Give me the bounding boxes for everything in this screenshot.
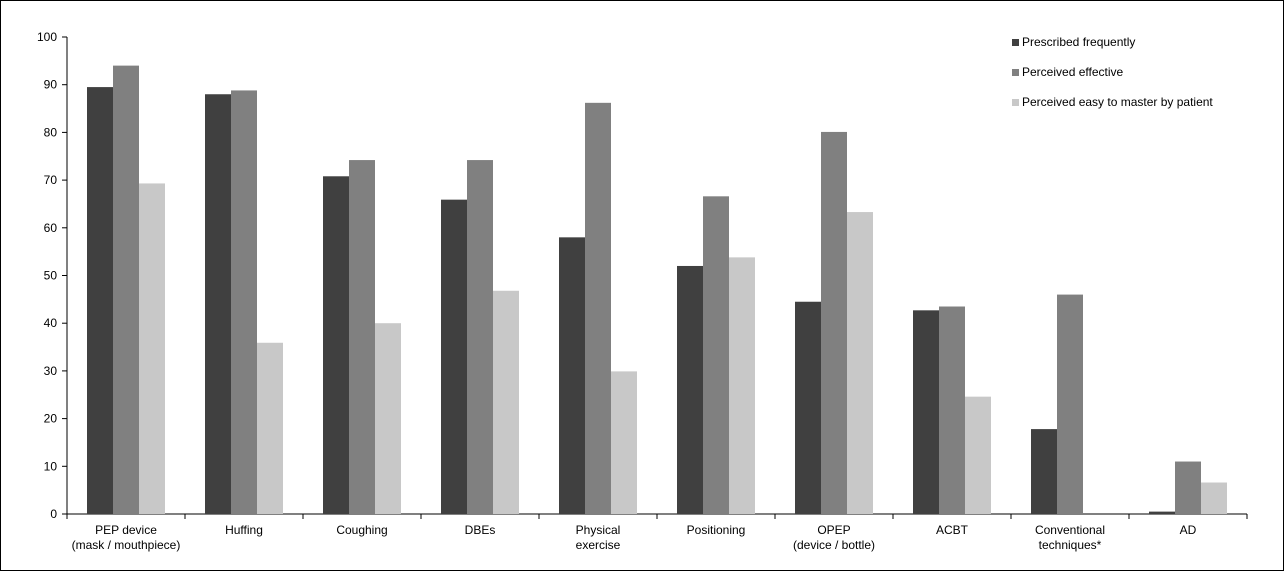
- y-tick-label: 0: [50, 507, 57, 521]
- category-label: OPEP: [817, 523, 850, 537]
- bar: [611, 371, 637, 514]
- category-label: ACBT: [936, 523, 969, 537]
- category-label: Conventional: [1035, 523, 1105, 537]
- bar: [585, 102, 611, 515]
- y-tick-label: 10: [44, 459, 58, 473]
- category-label: DBEs: [465, 523, 496, 537]
- category-label: AD: [1180, 523, 1197, 537]
- category-label: exercise: [576, 538, 621, 552]
- bar: [703, 196, 729, 514]
- category-label: Positioning: [687, 523, 746, 537]
- bar: [323, 176, 349, 514]
- legend-swatch: [1012, 69, 1019, 76]
- category-label: Coughing: [336, 523, 387, 537]
- bar: [139, 183, 165, 514]
- y-tick-label: 30: [44, 364, 58, 378]
- legend: Prescribed frequently Perceived effective…: [1012, 35, 1213, 109]
- y-tick-label: 60: [44, 221, 58, 235]
- y-tick-label: 90: [44, 78, 58, 92]
- bar: [493, 290, 519, 514]
- bar: [1057, 294, 1083, 514]
- bar: [965, 396, 991, 514]
- bar: [441, 199, 467, 515]
- category-label: PEP device: [95, 523, 157, 537]
- bar: [257, 342, 283, 514]
- category-label: techniques*: [1039, 538, 1102, 552]
- bar: [113, 65, 139, 515]
- y-tick-label: 40: [44, 316, 58, 330]
- y-tick-label: 100: [37, 30, 57, 44]
- bar: [1175, 461, 1201, 514]
- bar: [847, 212, 873, 514]
- bar: [231, 90, 257, 514]
- bar: [205, 94, 231, 515]
- y-tick-label: 70: [44, 173, 58, 187]
- y-tick-label: 50: [44, 269, 58, 283]
- category-labels: PEP device(mask / mouthpiece) Huffing Coug…: [72, 523, 1197, 552]
- bar: [467, 160, 493, 515]
- category-label: (mask / mouthpiece): [72, 538, 181, 552]
- bar: [677, 265, 703, 514]
- bar: [795, 301, 821, 514]
- category-label: Huffing: [225, 523, 263, 537]
- bar: [87, 87, 113, 515]
- legend-swatch: [1012, 99, 1019, 106]
- legend-swatch: [1012, 39, 1019, 46]
- category-label: Physical: [576, 523, 621, 537]
- legend-label: Perceived effective: [1022, 65, 1123, 79]
- bar: [375, 323, 401, 514]
- bar: [1149, 511, 1175, 514]
- bar: [939, 306, 965, 514]
- bar: [913, 310, 939, 514]
- bar: [729, 257, 755, 514]
- y-tick-label: 80: [44, 125, 58, 139]
- legend-label: Perceived easy to master by patient: [1022, 95, 1213, 109]
- legend-label: Prescribed frequently: [1022, 35, 1135, 49]
- bar: [559, 237, 585, 514]
- bar: [1031, 429, 1057, 514]
- bars: [87, 65, 1227, 515]
- y-tick-label: 20: [44, 412, 58, 426]
- category-label: (device / bottle): [793, 538, 875, 552]
- bar: [821, 131, 847, 514]
- bar: [1201, 482, 1227, 514]
- bar: [349, 160, 375, 515]
